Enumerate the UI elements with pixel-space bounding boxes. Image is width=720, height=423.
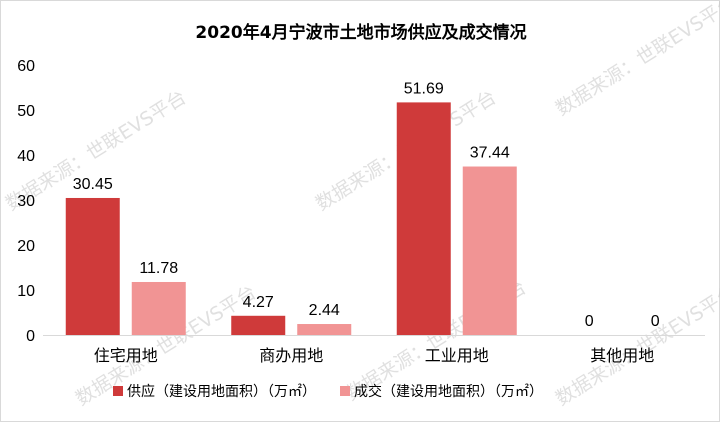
y-tick-label: 50 [17,103,35,120]
data-label: 0 [585,313,594,330]
x-tick-label: 商办用地 [259,346,323,365]
legend-swatch [113,386,123,396]
data-labels: 30.45 11.78 4.27 2.44 51.69 37.44 0 0 [73,80,660,330]
y-tick-label: 10 [17,283,35,300]
y-tick-label: 0 [26,328,35,345]
legend: 供应（建设用地面积）（万㎡） 成交（建设用地面积）（万㎡） [113,383,543,400]
data-label: 4.27 [243,294,274,311]
data-label: 51.69 [404,80,444,97]
x-axis: 住宅用地 商办用地 工业用地 其他用地 [43,335,705,365]
bar [231,315,286,335]
y-tick-label: 40 [17,148,35,165]
x-tick-label: 其他用地 [590,346,654,365]
data-label: 37.44 [470,145,510,162]
bar [396,102,451,336]
x-tick-label: 住宅用地 [94,346,158,365]
y-tick-label: 60 [17,58,35,75]
data-label: 11.78 [139,260,178,277]
legend-swatch [340,386,350,396]
y-tick-label: 30 [17,193,35,210]
bar [297,324,352,335]
bars [65,102,517,336]
data-label: 30.45 [73,176,113,193]
watermark-text: 数据来源：世联EVS平台 [552,1,720,120]
legend-label: 成交（建设用地面积）（万㎡） [354,383,543,400]
bar [462,166,517,335]
data-label: 0 [651,313,660,330]
bar [65,197,120,335]
y-tick-label: 20 [17,238,35,255]
y-axis: 0 10 20 30 40 50 60 [17,58,35,345]
bar [131,281,186,335]
x-tick-label: 工业用地 [425,346,489,365]
legend-label: 供应（建设用地面积）（万㎡） [127,383,316,400]
data-label: 2.44 [309,302,340,319]
chart-title: 2020年4月宁波市土地市场供应及成交情况 [195,22,526,43]
